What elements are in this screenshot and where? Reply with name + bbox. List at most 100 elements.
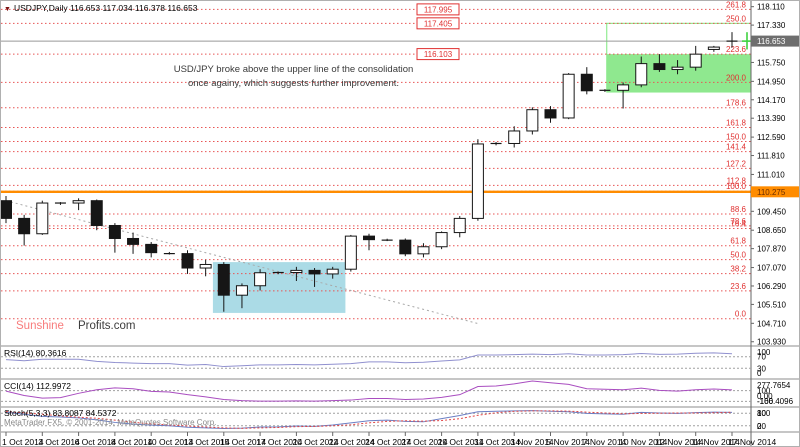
svg-text:105.510: 105.510 xyxy=(757,300,786,309)
stoch-d-line xyxy=(5,410,733,429)
svg-text:7 Nov 2014: 7 Nov 2014 xyxy=(583,437,627,447)
bull-candle xyxy=(508,130,521,144)
svg-text:114.170: 114.170 xyxy=(757,96,786,105)
svg-text:100: 100 xyxy=(757,348,771,357)
green-consolidation-box xyxy=(606,54,751,92)
svg-text:38.2: 38.2 xyxy=(730,265,746,274)
svg-text:0: 0 xyxy=(757,369,762,378)
svg-text:178.6: 178.6 xyxy=(726,99,747,108)
svg-text:116.653: 116.653 xyxy=(757,37,786,46)
triangle-down-icon[interactable]: ▼ xyxy=(4,6,11,13)
bull-candle xyxy=(689,53,702,68)
chart-title: ▼ USDJPY,Daily 116.653 117.034 116.378 11… xyxy=(4,3,197,13)
brand-watermark-dark: Profits.com xyxy=(77,320,136,332)
bull-candle xyxy=(635,63,648,86)
svg-text:100: 100 xyxy=(757,409,771,418)
svg-text:107.070: 107.070 xyxy=(757,264,786,273)
bull-candle xyxy=(526,109,539,132)
svg-text:6 Oct 2014: 6 Oct 2014 xyxy=(75,437,117,447)
bear-candle xyxy=(18,217,31,235)
svg-text:17 Oct 2014: 17 Oct 2014 xyxy=(256,437,303,447)
svg-text:117.330: 117.330 xyxy=(757,21,786,30)
bull-candle xyxy=(344,235,357,270)
svg-text:112.590: 112.590 xyxy=(757,133,786,142)
svg-text:20 Oct 2014: 20 Oct 2014 xyxy=(292,437,339,447)
svg-text:22 Oct 2014: 22 Oct 2014 xyxy=(329,437,376,447)
svg-text:50.0: 50.0 xyxy=(730,251,746,260)
bear-candle xyxy=(90,200,103,226)
bull-candle xyxy=(36,202,49,235)
price-axis[interactable]: 118.110 117.330 115.750 114.950 114.170 113.3… xyxy=(750,1,800,447)
svg-text:1 Oct 2014: 1 Oct 2014 xyxy=(2,437,44,447)
current-bar-marker xyxy=(742,32,752,50)
svg-text:-100: -100 xyxy=(757,397,774,406)
svg-text:61.8: 61.8 xyxy=(730,237,746,246)
svg-text:115.750: 115.750 xyxy=(757,58,786,67)
svg-text:20: 20 xyxy=(757,422,766,431)
candlesticks[interactable] xyxy=(1,32,738,312)
fib-price-tag-box xyxy=(416,17,460,30)
bull-candle xyxy=(707,46,720,50)
svg-text:223.6: 223.6 xyxy=(726,45,747,54)
stoch-indicator-label: Stoch(5,3,3) 83.8087 84.5372 xyxy=(4,408,117,418)
svg-text:5 Nov 2014: 5 Nov 2014 xyxy=(547,437,591,447)
svg-text:108.650: 108.650 xyxy=(757,226,786,235)
bear-candle xyxy=(145,243,158,254)
bull-candle xyxy=(199,263,212,269)
annotation-line-2: once againy, which suggests further impr… xyxy=(187,78,400,89)
bull-candle xyxy=(290,269,303,274)
svg-text:0: 0 xyxy=(757,422,762,431)
analyst-annotation: USD/JPY broke above the upper line of th… xyxy=(121,63,466,91)
svg-text:-166.4096: -166.4096 xyxy=(757,397,794,406)
svg-text:200.0: 200.0 xyxy=(726,73,747,82)
bear-candle xyxy=(308,269,321,275)
bull-candle xyxy=(453,217,466,234)
svg-text:23.6: 23.6 xyxy=(730,282,746,291)
bear-candle xyxy=(580,73,593,92)
svg-text:70: 70 xyxy=(757,353,766,362)
symbol-ohlc-title: USDJPY,Daily 116.653 117.034 116.378 116… xyxy=(13,3,198,13)
svg-text:0.0: 0.0 xyxy=(735,310,747,319)
bull-candle xyxy=(235,285,248,296)
bull-candle xyxy=(471,143,484,219)
svg-text:29 Oct 2014: 29 Oct 2014 xyxy=(438,437,485,447)
svg-text:112.8: 112.8 xyxy=(727,176,747,185)
svg-text:27 Oct 2014: 27 Oct 2014 xyxy=(401,437,448,447)
brand-watermark: Sunshine Profits.com xyxy=(16,320,135,332)
bull-candle xyxy=(671,66,684,71)
svg-text:114.950: 114.950 xyxy=(757,77,786,86)
bull-candle xyxy=(326,268,339,275)
cci-line xyxy=(5,380,733,402)
bull-candle xyxy=(72,200,85,204)
cyan-consolidation-box xyxy=(212,262,346,313)
fib-price-tag-box xyxy=(416,48,460,61)
svg-text:17 Nov 2014: 17 Nov 2014 xyxy=(728,437,776,447)
pattern-boxes[interactable] xyxy=(212,22,752,313)
svg-text:10 Oct 2014: 10 Oct 2014 xyxy=(147,437,194,447)
bear-candle xyxy=(653,63,666,71)
svg-text:24 Oct 2014: 24 Oct 2014 xyxy=(365,437,412,447)
svg-text:88.6: 88.6 xyxy=(730,205,746,214)
svg-text:15 Oct 2014: 15 Oct 2014 xyxy=(220,437,267,447)
bull-candle xyxy=(617,84,630,91)
svg-text:80: 80 xyxy=(757,409,766,418)
svg-text:76.4: 76.4 xyxy=(730,219,746,228)
svg-text:109.450: 109.450 xyxy=(757,207,786,216)
svg-text:12 Nov 2014: 12 Nov 2014 xyxy=(655,437,703,447)
svg-text:117.995: 117.995 xyxy=(424,5,453,14)
brand-watermark-red: Sunshine xyxy=(16,320,64,332)
fib-retracement-lines[interactable]: 261.8 250.0 223.6 200.0 178.6 161.8 150.0 141.4… xyxy=(1,1,751,320)
bear-candle xyxy=(399,239,412,255)
bear-candle xyxy=(363,235,375,241)
bear-candle xyxy=(181,253,194,269)
bear-candle xyxy=(217,263,230,296)
declining-trendline[interactable] xyxy=(5,200,479,325)
bear-candle xyxy=(544,109,557,119)
svg-text:161.8: 161.8 xyxy=(726,119,747,128)
svg-text:13 Oct 2014: 13 Oct 2014 xyxy=(184,437,231,447)
